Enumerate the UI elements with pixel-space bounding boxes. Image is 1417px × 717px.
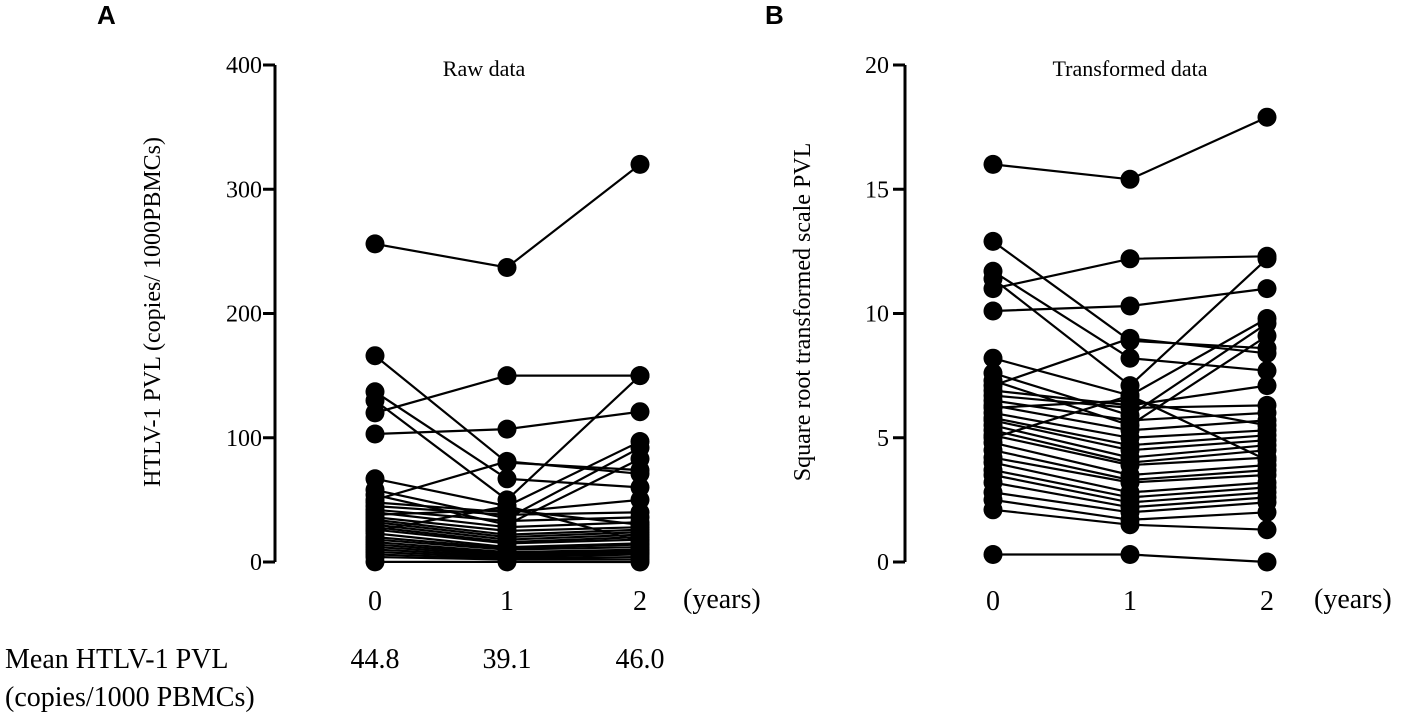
data-point (365, 424, 385, 444)
x-tick-label: 1 (1123, 586, 1137, 617)
y-axis-label-b: Square root transformed scale PVL (790, 143, 816, 482)
mean-row: Mean HTLV-1 PVL (copies/1000 PBMCs) 44.8… (5, 644, 665, 713)
data-point (1257, 246, 1277, 266)
data-point (1120, 386, 1140, 405)
data-point (497, 469, 517, 489)
panel-label-b: B (765, 0, 784, 30)
x-tick-label: 1 (500, 586, 514, 617)
y-tick-label: 20 (865, 53, 889, 79)
y-tick-label: 0 (877, 550, 889, 576)
x-tick-label: 0 (986, 586, 1000, 617)
data-point (1257, 520, 1277, 540)
series-line (374, 163, 641, 269)
mean-label-line1: Mean HTLV-1 PVL (5, 644, 228, 675)
mean-value-year-0: 44.8 (351, 644, 400, 675)
data-point (1257, 279, 1277, 299)
y-tick-label: 10 (865, 302, 889, 328)
data-point (497, 451, 517, 471)
chart-title-b: Transformed data (1053, 56, 1208, 81)
data-point (1120, 545, 1140, 564)
y-tick-label: 300 (226, 177, 262, 203)
data-point (1120, 296, 1140, 316)
data-point (983, 348, 1003, 368)
data-point (497, 552, 517, 572)
data-point (630, 366, 650, 386)
data-point (983, 500, 1003, 520)
x-tick-label: 2 (633, 586, 647, 617)
data-point (983, 279, 1003, 299)
data-point (497, 258, 517, 277)
data-point (983, 301, 1003, 321)
data-point (630, 552, 650, 572)
data-point (983, 545, 1003, 564)
y-tick-label: 5 (877, 426, 889, 452)
y-tick-label: 200 (226, 302, 262, 328)
data-point (1257, 376, 1277, 396)
data-point (1257, 552, 1277, 572)
data-point (983, 231, 1003, 251)
x-tick-label: 2 (1260, 586, 1274, 617)
data-point (497, 496, 517, 516)
data-point (365, 552, 385, 572)
data-point (630, 449, 650, 469)
data-point (365, 234, 385, 254)
data-point (1120, 328, 1140, 348)
data-point (1257, 326, 1277, 346)
data-point (1257, 502, 1277, 522)
data-point (1257, 107, 1277, 127)
chart-panel-a: Raw data HTLV-1 PVL (copies/ 1000PBMCs) … (140, 53, 761, 617)
data-point (365, 403, 385, 423)
data-point (630, 464, 650, 484)
data-point (1120, 249, 1140, 269)
y-tick-label: 0 (250, 550, 262, 576)
mean-label-line2: (copies/1000 PBMCs) (5, 682, 255, 713)
x-axis-label-a: (years) (683, 584, 761, 615)
x-tick-label: 0 (368, 586, 382, 617)
y-tick-label: 15 (865, 177, 889, 203)
y-axis-label-a: HTLV-1 PVL (copies/ 1000PBMCs) (140, 137, 166, 487)
data-point (1120, 515, 1140, 535)
data-point (497, 419, 517, 439)
data-point (1120, 169, 1140, 189)
data-point (497, 366, 517, 386)
mean-value-year-2: 46.0 (616, 644, 665, 675)
data-point (630, 402, 650, 422)
mean-value-year-1: 39.1 (483, 644, 532, 675)
panel-label-a: A (97, 0, 116, 30)
data-point (630, 154, 650, 174)
data-point (983, 154, 1003, 174)
data-point (1257, 361, 1277, 381)
y-tick-label: 400 (226, 53, 262, 79)
data-point (1120, 348, 1140, 368)
y-tick-label: 100 (226, 426, 262, 452)
data-point (1257, 343, 1277, 363)
x-axis-label-b: (years) (1314, 584, 1392, 615)
chart-title-a: Raw data (443, 56, 526, 81)
data-point (365, 346, 385, 366)
chart-panel-b: Transformed data Square root transformed… (790, 53, 1392, 617)
